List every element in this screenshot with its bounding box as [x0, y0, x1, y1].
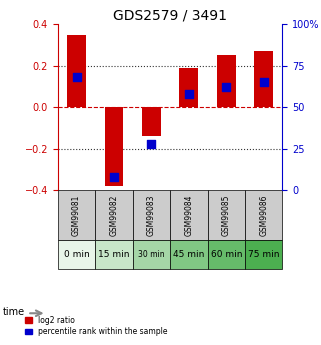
Legend: log2 ratio, percentile rank within the sample: log2 ratio, percentile rank within the s…: [23, 314, 169, 338]
Bar: [67, 34, 86, 107]
Text: GSM99081: GSM99081: [72, 195, 81, 236]
Point: [224, 85, 229, 90]
Bar: [142, 107, 161, 136]
Text: 45 min: 45 min: [173, 250, 204, 259]
FancyBboxPatch shape: [133, 190, 170, 240]
FancyBboxPatch shape: [58, 240, 95, 269]
FancyBboxPatch shape: [245, 240, 282, 269]
Point: [149, 141, 154, 147]
FancyBboxPatch shape: [170, 240, 208, 269]
Text: GSM99086: GSM99086: [259, 194, 268, 236]
Point: [186, 91, 191, 97]
Text: GSM99084: GSM99084: [184, 194, 193, 236]
Text: 15 min: 15 min: [98, 250, 130, 259]
FancyBboxPatch shape: [95, 190, 133, 240]
Bar: [179, 68, 198, 107]
FancyBboxPatch shape: [95, 240, 133, 269]
FancyBboxPatch shape: [208, 190, 245, 240]
FancyBboxPatch shape: [208, 240, 245, 269]
FancyBboxPatch shape: [170, 190, 208, 240]
Bar: [105, 107, 123, 186]
FancyBboxPatch shape: [58, 190, 95, 240]
Text: 0 min: 0 min: [64, 250, 89, 259]
Point: [74, 75, 79, 80]
Text: GSM99083: GSM99083: [147, 194, 156, 236]
Title: GDS2579 / 3491: GDS2579 / 3491: [113, 9, 227, 23]
FancyBboxPatch shape: [133, 240, 170, 269]
Point: [111, 174, 117, 180]
Bar: [254, 51, 273, 107]
Text: 30 min: 30 min: [138, 250, 165, 259]
Bar: [217, 55, 236, 107]
Point: [261, 79, 266, 85]
Text: 60 min: 60 min: [211, 250, 242, 259]
Text: GSM99082: GSM99082: [109, 195, 118, 236]
FancyBboxPatch shape: [245, 190, 282, 240]
Text: time: time: [3, 307, 25, 317]
Text: GSM99085: GSM99085: [222, 194, 231, 236]
Text: 75 min: 75 min: [248, 250, 280, 259]
